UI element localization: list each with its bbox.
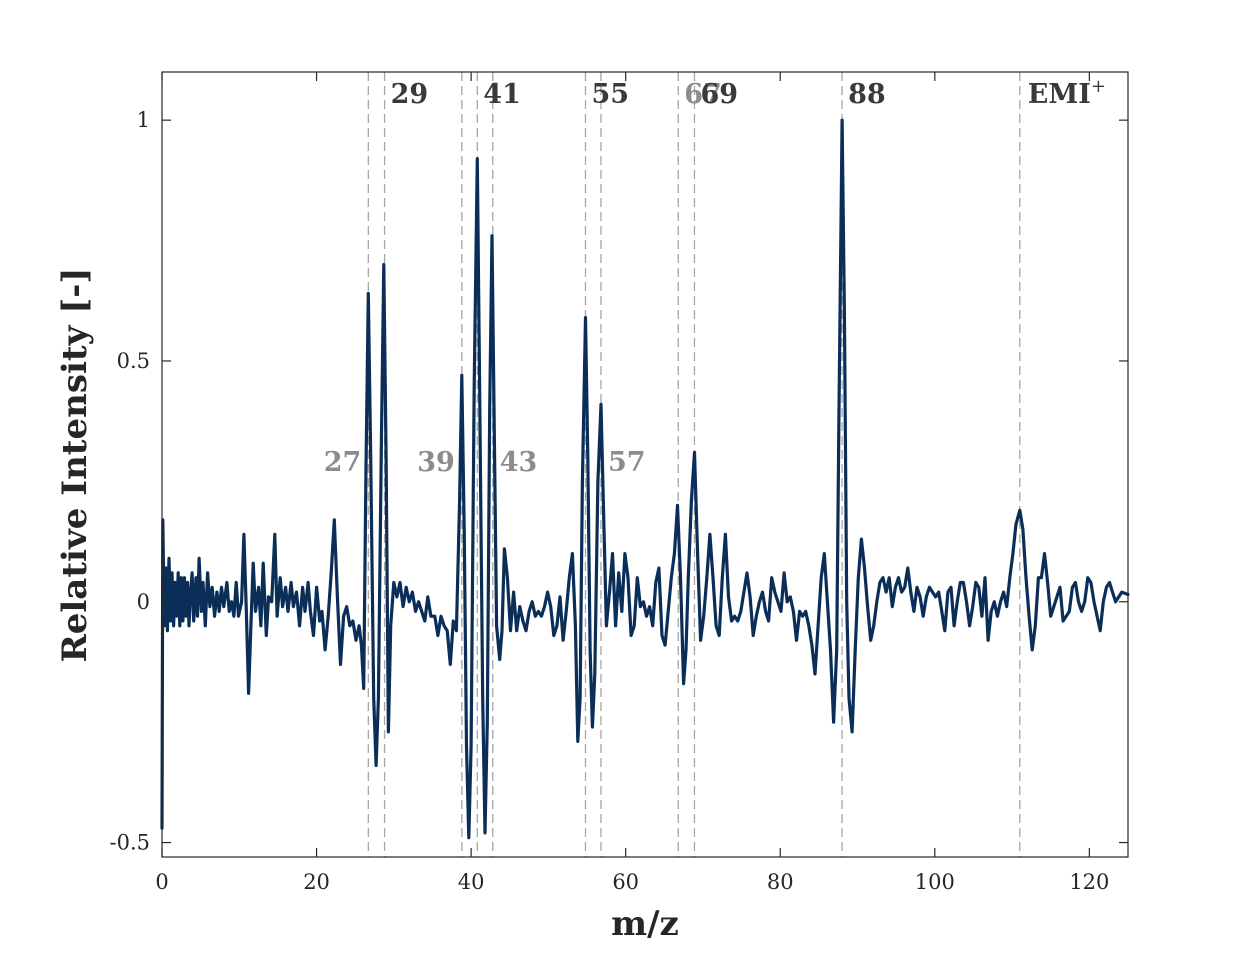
y-axis-ticks: -0.5 0 0.5 1 — [110, 108, 1128, 855]
y-axis-title: Relative Intensity [-] — [55, 267, 95, 662]
spectrum-series-line — [160, 118, 1130, 840]
x-tick-label: 20 — [303, 870, 330, 894]
plot-frame — [161, 71, 1129, 858]
peak-label-mid: 39 — [417, 447, 455, 478]
y-tick-label: -0.5 — [110, 831, 151, 855]
x-tick-label: 100 — [915, 870, 955, 894]
peak-label-mid: 57 — [608, 447, 646, 478]
x-tick-label: 80 — [767, 870, 794, 894]
peak-label-top: 88 — [848, 79, 886, 110]
peak-label-top: 41 — [483, 79, 521, 110]
x-axis-title: m/z — [611, 904, 679, 944]
x-tick-label: 120 — [1069, 870, 1109, 894]
peak-label-top: 69 — [700, 79, 738, 110]
x-tick-label: 0 — [155, 870, 168, 894]
x-tick-label: 40 — [458, 870, 485, 894]
x-tick-label: 60 — [612, 870, 639, 894]
peak-label-top: 29 — [391, 79, 429, 110]
plot-area-background — [162, 72, 1128, 857]
peak-label-top: 55 — [591, 79, 629, 110]
x-axis-ticks: 0 20 40 60 80 100 120 — [155, 72, 1109, 894]
y-tick-label: 1 — [137, 108, 150, 132]
peak-label-superscript: + — [1091, 76, 1106, 97]
y-tick-label: 0.5 — [117, 349, 150, 373]
peak-label-mid: 27 — [324, 447, 362, 478]
y-tick-label: 0 — [137, 590, 150, 614]
peak-label-top: 67 — [684, 79, 722, 110]
peak-label-mid: 43 — [500, 447, 538, 478]
